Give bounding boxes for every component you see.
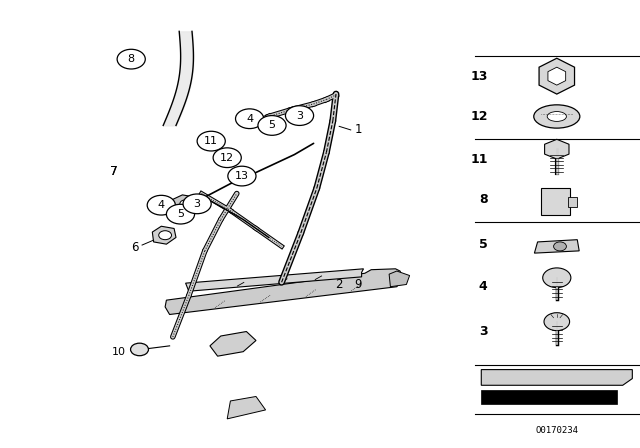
- Text: 1: 1: [355, 123, 362, 137]
- Circle shape: [543, 268, 571, 288]
- Polygon shape: [186, 269, 364, 291]
- Circle shape: [236, 109, 264, 129]
- Text: 11: 11: [204, 136, 218, 146]
- Text: 3: 3: [194, 199, 200, 209]
- Text: 4: 4: [246, 114, 253, 124]
- FancyBboxPatch shape: [541, 188, 570, 215]
- Text: 5: 5: [479, 237, 488, 251]
- Polygon shape: [548, 67, 566, 85]
- Text: 12: 12: [470, 110, 488, 123]
- Polygon shape: [152, 226, 176, 244]
- Text: 3: 3: [479, 325, 488, 338]
- Text: 10: 10: [111, 347, 125, 357]
- Polygon shape: [165, 269, 403, 314]
- Circle shape: [117, 49, 145, 69]
- Text: 8: 8: [479, 193, 488, 206]
- FancyBboxPatch shape: [481, 390, 617, 404]
- Text: 13: 13: [470, 69, 488, 83]
- Polygon shape: [389, 271, 410, 287]
- Circle shape: [544, 313, 570, 331]
- Circle shape: [147, 195, 175, 215]
- Polygon shape: [539, 58, 575, 94]
- Circle shape: [228, 166, 256, 186]
- Polygon shape: [545, 139, 569, 159]
- Circle shape: [183, 194, 211, 214]
- FancyBboxPatch shape: [568, 197, 577, 207]
- Ellipse shape: [534, 105, 580, 128]
- Text: 5: 5: [177, 209, 184, 219]
- Ellipse shape: [547, 112, 566, 121]
- Polygon shape: [481, 370, 632, 385]
- Text: 12: 12: [220, 153, 234, 163]
- Circle shape: [131, 343, 148, 356]
- Circle shape: [197, 131, 225, 151]
- Circle shape: [213, 148, 241, 168]
- Text: 13: 13: [235, 171, 249, 181]
- Text: 4: 4: [479, 280, 488, 293]
- Circle shape: [166, 204, 195, 224]
- Polygon shape: [166, 195, 198, 213]
- Polygon shape: [227, 396, 266, 419]
- Polygon shape: [534, 240, 579, 253]
- Text: 3: 3: [296, 111, 303, 121]
- Text: 9: 9: [355, 278, 362, 291]
- Text: 5: 5: [269, 121, 275, 130]
- Text: 11: 11: [470, 152, 488, 166]
- Polygon shape: [210, 332, 256, 356]
- Text: 2: 2: [335, 278, 343, 291]
- Text: 7: 7: [110, 164, 118, 178]
- Text: 6: 6: [131, 241, 138, 254]
- Text: O0170234: O0170234: [535, 426, 579, 435]
- Text: 7: 7: [110, 164, 118, 178]
- Text: 8: 8: [127, 54, 135, 64]
- Circle shape: [180, 200, 191, 208]
- Circle shape: [554, 242, 566, 251]
- Circle shape: [285, 106, 314, 125]
- Circle shape: [258, 116, 286, 135]
- Circle shape: [159, 231, 172, 240]
- Text: 4: 4: [157, 200, 165, 210]
